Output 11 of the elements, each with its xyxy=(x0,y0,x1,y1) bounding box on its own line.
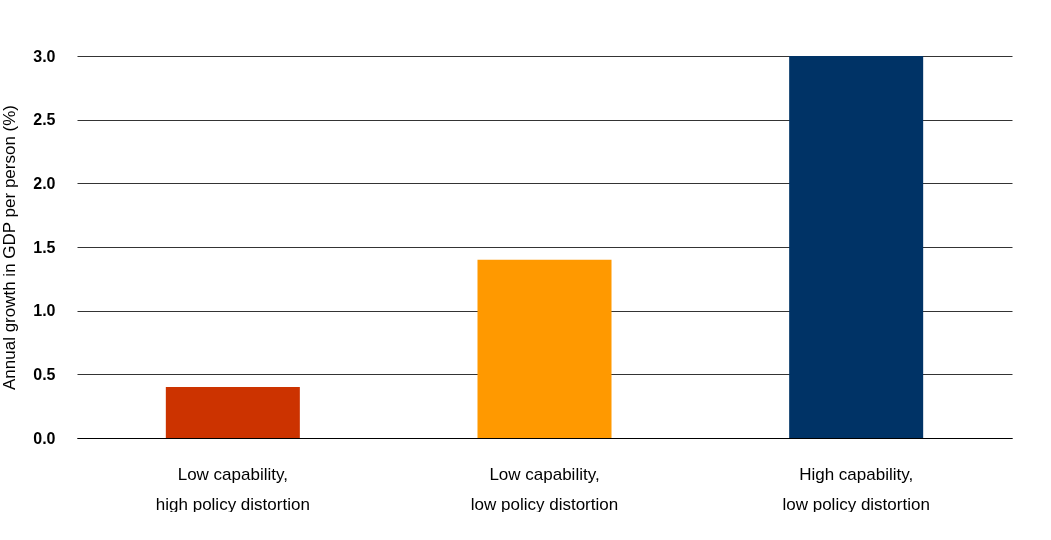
bar xyxy=(789,56,924,438)
bar xyxy=(165,387,300,438)
y-tick-label: 2.5 xyxy=(33,111,56,129)
y-tick-label: 0.0 xyxy=(33,429,56,447)
y-axis-title: Annual growth in GDP per person (%) xyxy=(0,104,20,391)
y-tick-label: 1.0 xyxy=(33,302,56,320)
y-tick-label: 2.0 xyxy=(33,174,56,192)
bar xyxy=(477,259,612,438)
y-tick-label: 3.0 xyxy=(33,47,56,65)
y-tick-label: 0.5 xyxy=(33,365,56,383)
y-tick-label: 1.5 xyxy=(33,238,56,256)
